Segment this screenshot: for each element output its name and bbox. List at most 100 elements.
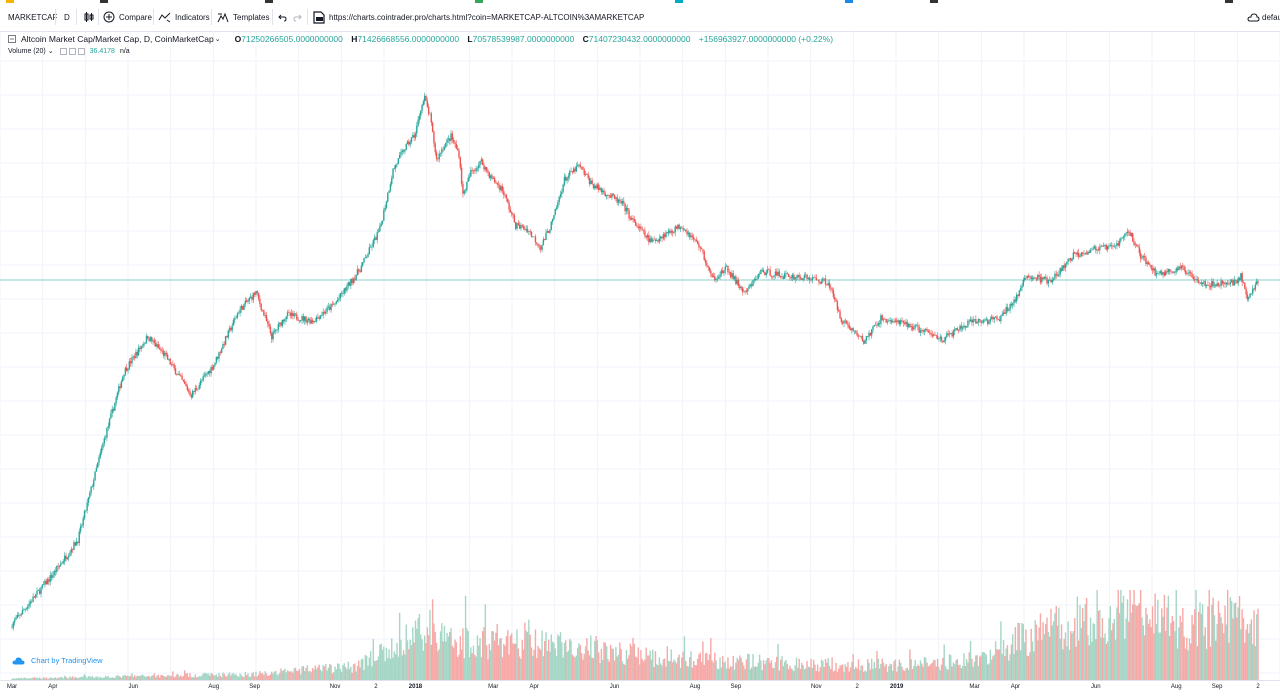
- volume-bar: [496, 623, 498, 680]
- candle-body: [1197, 280, 1200, 283]
- candle-body: [352, 278, 355, 284]
- volume-bar: [1125, 618, 1127, 680]
- candle-body: [667, 230, 670, 234]
- document-icon: [313, 10, 325, 24]
- candle-body: [1248, 297, 1250, 300]
- candle-body: [12, 622, 15, 628]
- redo-button[interactable]: [293, 3, 302, 31]
- volume-bar: [301, 666, 303, 680]
- candle-body: [438, 153, 440, 160]
- candle-body: [1220, 280, 1222, 287]
- volume-bar: [227, 673, 229, 680]
- chart-grid: [0, 31, 1280, 680]
- candle-body: [981, 322, 984, 324]
- candle-body: [467, 177, 469, 182]
- volume-bar: [803, 669, 806, 680]
- volume-bar: [394, 654, 397, 680]
- volume-bar: [94, 677, 96, 680]
- candle-body: [460, 167, 463, 184]
- volume-bar: [31, 678, 33, 680]
- volume-bar: [198, 676, 200, 680]
- candle-body: [170, 364, 173, 365]
- volume-title[interactable]: Volume (20): [8, 47, 46, 55]
- close-icon[interactable]: [77, 47, 85, 55]
- candle-body: [293, 313, 295, 317]
- candle-body: [529, 231, 531, 233]
- candle-body: [398, 154, 401, 159]
- candle-body: [555, 207, 558, 209]
- candle-body: [1213, 284, 1216, 286]
- volume-bar: [750, 667, 753, 680]
- candle-body: [1106, 245, 1109, 250]
- volume-bar: [33, 677, 36, 680]
- candle-body: [1122, 236, 1125, 238]
- volume-bar: [1228, 642, 1230, 680]
- candle-body: [388, 190, 390, 193]
- volume-bar: [768, 658, 770, 680]
- settings-icon[interactable]: [68, 47, 76, 55]
- symbol-search-button[interactable]: MARKETCAF: [8, 3, 57, 31]
- candle-body: [707, 265, 709, 268]
- candle-body: [938, 338, 940, 340]
- volume-bar: [524, 622, 526, 680]
- indicators-button[interactable]: Indicators: [158, 3, 210, 31]
- tradingview-attribution[interactable]: Chart by TradingView: [12, 656, 103, 665]
- candle-body: [1029, 276, 1031, 278]
- candle-body: [505, 195, 508, 199]
- candle-body: [932, 334, 935, 336]
- undo-button[interactable]: [278, 3, 287, 31]
- candle-body: [865, 336, 868, 341]
- chevron-down-icon[interactable]: ⌄: [47, 48, 54, 55]
- interval-button[interactable]: D: [64, 3, 70, 31]
- candle-body: [16, 614, 18, 618]
- price-chart[interactable]: [0, 31, 1280, 680]
- candle-body: [157, 344, 160, 348]
- indicators-icon: [158, 12, 171, 23]
- volume-bar: [1207, 606, 1209, 680]
- chevron-down-icon[interactable]: ⌄: [214, 36, 221, 43]
- volume-bar: [1171, 615, 1173, 680]
- time-axis-tick-label: Aug: [689, 684, 701, 690]
- visibility-toggle-icon[interactable]: [59, 47, 67, 55]
- volume-bar: [54, 677, 57, 680]
- volume-bar: [1088, 645, 1090, 680]
- candle-body: [579, 164, 581, 167]
- candle-body: [782, 276, 785, 279]
- candle-body: [517, 223, 520, 225]
- compare-button[interactable]: Compare: [103, 3, 152, 31]
- volume-bar: [860, 665, 862, 680]
- volume-bar: [1004, 656, 1006, 680]
- volume-bar: [406, 640, 409, 680]
- collapse-legend-icon[interactable]: [8, 35, 16, 43]
- volume-bar: [1085, 597, 1088, 680]
- candle-body: [878, 323, 881, 324]
- time-axis[interactable]: Mar Apr Jun Aug Sep Nov 2 2018 Mar Apr Jun Aug Sep No…: [0, 680, 1280, 696]
- candle-body: [559, 193, 562, 197]
- volume-bar: [884, 666, 886, 680]
- volume-bar: [155, 677, 157, 680]
- volume-bar: [1145, 607, 1147, 680]
- candle-body: [211, 367, 214, 370]
- templates-button[interactable]: Templates: [217, 3, 269, 31]
- volume-bar: [980, 655, 982, 680]
- chart-style-button[interactable]: [84, 3, 94, 31]
- volume-bar: [410, 644, 413, 680]
- volume-bar: [855, 666, 857, 680]
- volume-bar: [191, 677, 194, 680]
- series-title[interactable]: Altcoin Market Cap/Market Cap, D, CoinMa…: [21, 34, 214, 44]
- volume-bar: [44, 678, 46, 680]
- candle-body: [165, 352, 167, 355]
- candle-body: [108, 418, 111, 427]
- volume-bar: [874, 667, 877, 680]
- volume-bar: [555, 656, 558, 680]
- candle-body: [756, 278, 758, 280]
- layout-button[interactable]: defau: [1247, 3, 1280, 31]
- volume-bar: [1071, 633, 1073, 680]
- candle-body: [389, 184, 392, 191]
- volume-bar: [81, 677, 83, 680]
- candle-body: [530, 231, 533, 237]
- volume-bar: [309, 670, 311, 680]
- url-bar[interactable]: https://charts.cointrader.pro/charts.htm…: [313, 3, 644, 31]
- volume-bar: [255, 671, 257, 680]
- volume-bar: [794, 665, 796, 680]
